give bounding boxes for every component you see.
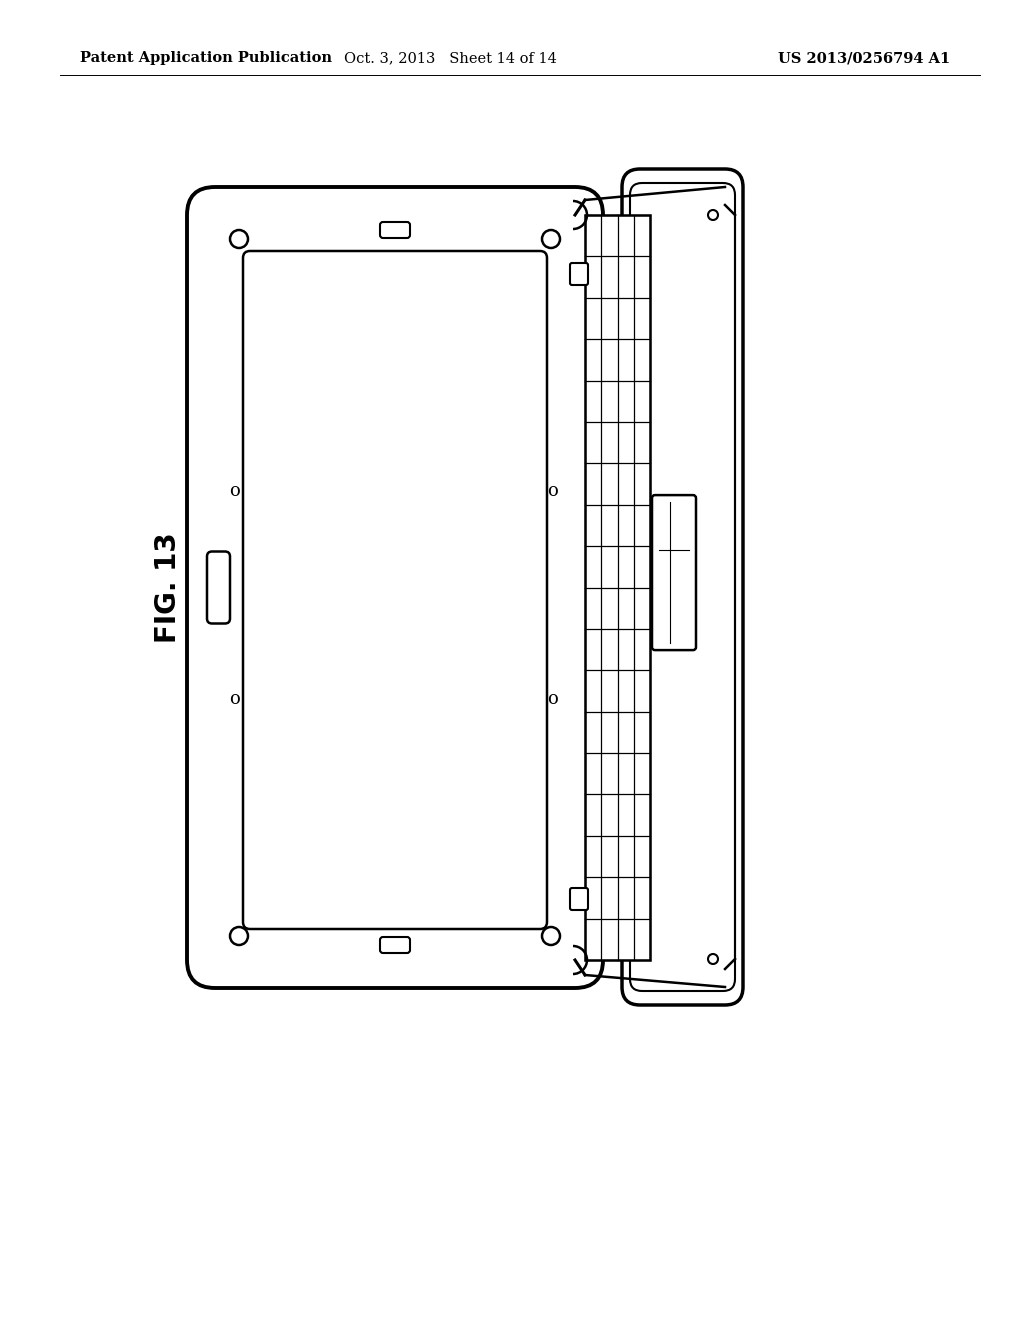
Bar xyxy=(585,215,650,960)
Text: o: o xyxy=(229,690,241,709)
FancyBboxPatch shape xyxy=(380,937,410,953)
FancyBboxPatch shape xyxy=(652,495,696,651)
FancyBboxPatch shape xyxy=(207,552,230,623)
Text: o: o xyxy=(548,482,558,500)
Text: o: o xyxy=(229,482,241,500)
FancyBboxPatch shape xyxy=(380,222,410,238)
Text: US 2013/0256794 A1: US 2013/0256794 A1 xyxy=(778,51,950,65)
FancyBboxPatch shape xyxy=(570,263,588,285)
Text: Oct. 3, 2013   Sheet 14 of 14: Oct. 3, 2013 Sheet 14 of 14 xyxy=(344,51,556,65)
FancyBboxPatch shape xyxy=(630,183,735,991)
FancyBboxPatch shape xyxy=(622,169,743,1005)
FancyBboxPatch shape xyxy=(187,187,603,987)
Text: FIG. 13: FIG. 13 xyxy=(154,532,182,643)
FancyBboxPatch shape xyxy=(243,251,547,929)
Text: o: o xyxy=(548,690,558,709)
Text: Patent Application Publication: Patent Application Publication xyxy=(80,51,332,65)
FancyBboxPatch shape xyxy=(570,888,588,909)
